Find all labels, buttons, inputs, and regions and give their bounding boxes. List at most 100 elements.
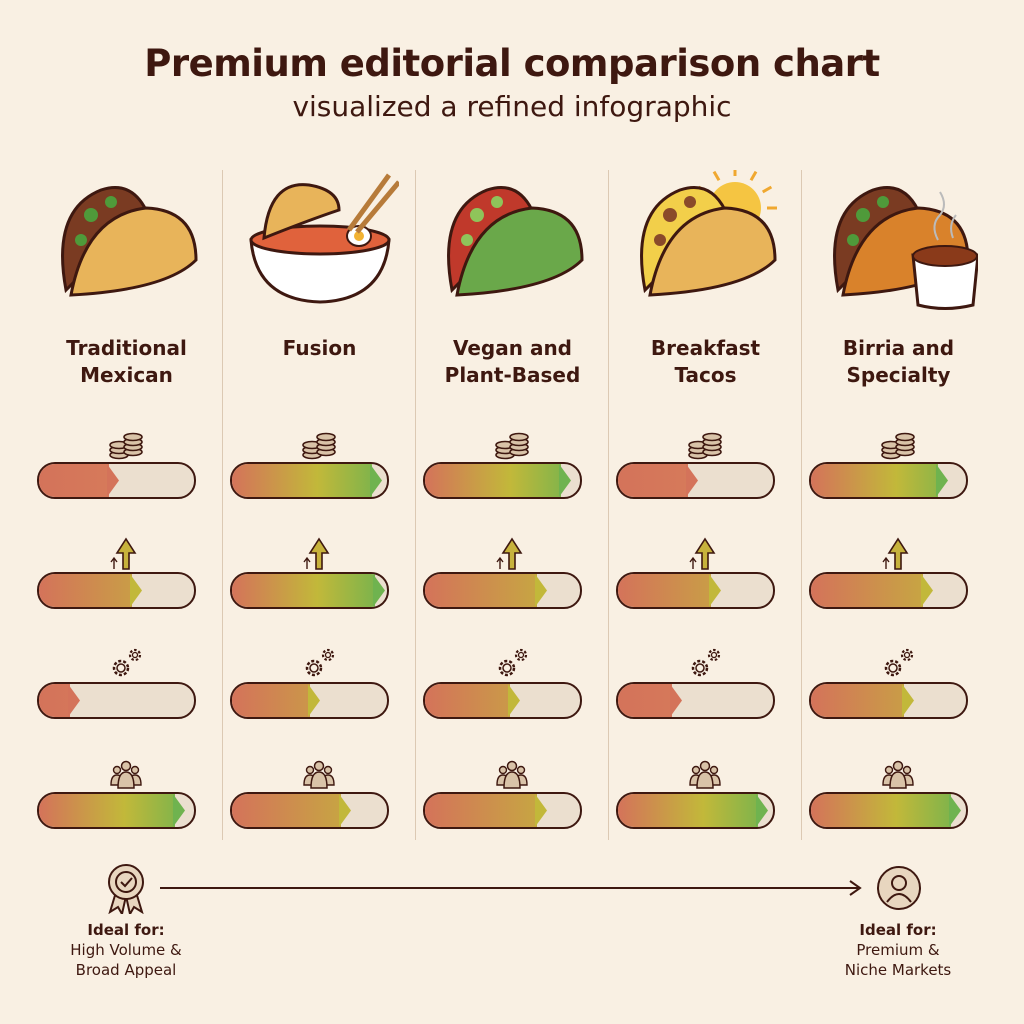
score-bar-tip (670, 684, 683, 717)
score-bar-fill (39, 574, 132, 607)
score-bar (37, 462, 196, 499)
category-label-line: Mexican (80, 363, 173, 387)
score-bar (809, 682, 968, 719)
score-bar-tip (755, 794, 768, 827)
score-bar-tip (68, 684, 80, 717)
score-bar-tip (685, 464, 698, 497)
score-bar-tip (338, 794, 351, 827)
category-label: Vegan and Plant-Based (416, 335, 609, 389)
footer-right-text: Ideal for: Premium & Niche Markets (818, 920, 978, 980)
score-bar (230, 792, 389, 829)
people-icon (303, 760, 335, 789)
footer-left-heading: Ideal for: (87, 921, 165, 939)
score-bar-fill (425, 464, 562, 497)
page-title: Premium editorial comparison chart (144, 42, 880, 85)
score-bar-tip (534, 794, 547, 827)
growth-arrow-icon (110, 537, 137, 570)
gears-icon (691, 648, 721, 677)
score-bar-fill (618, 794, 758, 827)
score-bar-fill (232, 684, 310, 717)
footer-right-line2: Niche Markets (844, 961, 952, 979)
column-divider (222, 170, 223, 840)
score-bar (809, 462, 968, 499)
gears-icon (112, 648, 142, 677)
footer-left-line2: Broad Appeal (75, 961, 177, 979)
traditional-taco-illustration (61, 186, 198, 297)
category-label-line: Plant-Based (444, 363, 581, 387)
score-bar-tip (920, 574, 933, 607)
score-bar-fill (811, 684, 904, 717)
category-label: Traditional Mexican (30, 335, 223, 389)
people-icon (110, 760, 142, 789)
score-bar (616, 792, 775, 829)
category-label: Birria and Specialty (802, 335, 995, 389)
score-bar-fill (618, 464, 688, 497)
score-bar-fill (811, 464, 939, 497)
score-bar (423, 792, 582, 829)
score-bar-tip (559, 464, 572, 497)
gears-icon (498, 648, 528, 677)
spectrum-arrow (160, 880, 862, 896)
coins-icon (688, 432, 722, 460)
score-bar-fill (425, 684, 511, 717)
score-bar (423, 572, 582, 609)
column-traditional-mexican: Traditional Mexican (30, 170, 223, 850)
page-subtitle: visualized a refined infographic (292, 90, 732, 123)
column-birria-and-specialty: Birria and Specialty (802, 170, 995, 850)
score-bar-fill (39, 684, 70, 717)
score-bar (616, 682, 775, 719)
growth-arrow-icon (689, 537, 716, 570)
category-label-line: Specialty (846, 363, 951, 387)
score-bar (809, 572, 968, 609)
person-circle-icon (877, 866, 921, 910)
score-bar-tip (130, 574, 142, 607)
score-bar (809, 792, 968, 829)
score-bar-tip (173, 794, 186, 827)
category-label: Breakfast Tacos (609, 335, 802, 389)
footer-left-text: Ideal for: High Volume & Broad Appeal (46, 920, 206, 980)
category-label-line: Fusion (282, 336, 357, 360)
footer-right-line1: Premium & (856, 941, 940, 959)
category-label-line: Vegan and (452, 336, 572, 360)
score-bar-fill (618, 684, 673, 717)
category-label-line: Traditional (66, 336, 187, 360)
score-bar-fill (39, 464, 109, 497)
award-badge-icon (108, 864, 144, 914)
breakfast-taco-illustration (640, 170, 777, 297)
category-label-line: Breakfast (650, 336, 761, 360)
people-icon (496, 760, 528, 789)
score-bar-fill (811, 794, 951, 827)
category-label: Fusion (223, 335, 416, 362)
gears-icon (884, 648, 914, 677)
score-bar-fill (425, 574, 537, 607)
score-bar-tip (508, 684, 521, 717)
column-divider (801, 170, 802, 840)
footer-left-line1: High Volume & (70, 941, 182, 959)
score-bar-tip (936, 464, 949, 497)
category-label-line: Birria and (842, 336, 955, 360)
column-vegan-and-plant-based: Vegan and Plant-Based (416, 170, 609, 850)
column-fusion: Fusion (223, 170, 416, 850)
score-bar-fill (425, 794, 537, 827)
people-icon (689, 760, 721, 789)
footer-right-heading: Ideal for: (859, 921, 937, 939)
score-bar-tip (369, 464, 382, 497)
score-bar-tip (948, 794, 961, 827)
score-bar-fill (811, 574, 923, 607)
score-bar (230, 572, 389, 609)
score-bar-tip (106, 464, 119, 497)
coins-icon (495, 432, 529, 460)
score-bar (616, 572, 775, 609)
score-bar-tip (709, 574, 721, 607)
score-bar-fill (232, 464, 372, 497)
score-bar-fill (618, 574, 711, 607)
coins-icon (109, 432, 143, 460)
score-bar-tip (372, 574, 385, 607)
vegan-taco-illustration (447, 186, 584, 297)
score-bar-tip (307, 684, 320, 717)
score-bar (616, 462, 775, 499)
coins-icon (881, 432, 915, 460)
people-icon (882, 760, 914, 789)
column-divider (415, 170, 416, 840)
score-bar (423, 682, 582, 719)
